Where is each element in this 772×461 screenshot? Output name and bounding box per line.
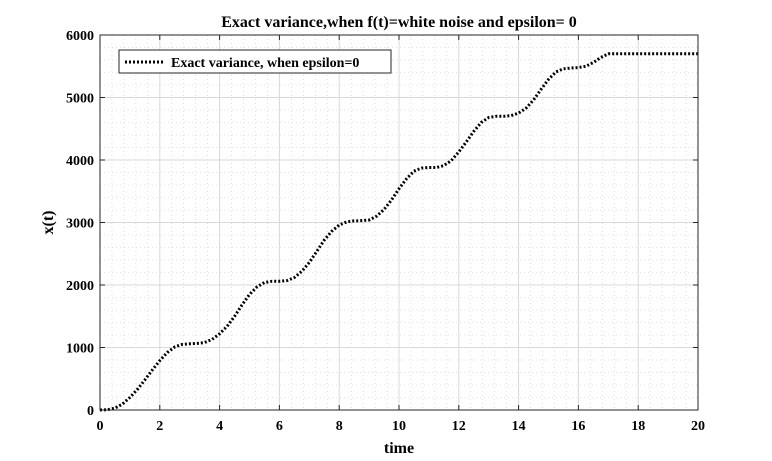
x-tick-label: 6 [276, 419, 283, 434]
x-tick-label: 14 [512, 419, 526, 434]
y-tick-label: 3000 [66, 217, 94, 232]
x-tick-label: 4 [216, 419, 223, 434]
y-tick-label: 0 [87, 404, 94, 419]
axis-ticks [99, 34, 699, 411]
legend-entry-label: Exact variance, when epsilon=0 [171, 56, 359, 71]
x-tick-label: 8 [336, 419, 343, 434]
series-line-0 [99, 52, 698, 412]
tick-labels: 0 2 4 6 8 10 12 14 16 18 20 0 1000 2000 3000 4000 5000 60… [66, 29, 705, 434]
series-layer [99, 52, 698, 412]
chart-title: Exact variance,when f(t)=white noise and… [221, 14, 577, 31]
x-tick-label: 16 [571, 419, 585, 434]
y-tick-label: 2000 [66, 279, 94, 294]
y-tick-label: 6000 [66, 29, 94, 44]
legend: Exact variance, when epsilon=0 [118, 49, 392, 74]
y-tick-label: 5000 [66, 92, 94, 107]
y-tick-label: 4000 [66, 154, 94, 169]
x-tick-label: 12 [452, 419, 466, 434]
x-tick-label: 20 [691, 419, 705, 434]
x-tick-label: 18 [631, 419, 645, 434]
x-axis-label: time [384, 440, 414, 457]
x-tick-label: 0 [97, 419, 104, 434]
legend-box [118, 49, 392, 74]
y-axis-label: x(t) [40, 211, 57, 235]
y-tick-label: 1000 [66, 342, 94, 357]
x-tick-label: 10 [392, 419, 406, 434]
x-tick-label: 2 [156, 419, 163, 434]
